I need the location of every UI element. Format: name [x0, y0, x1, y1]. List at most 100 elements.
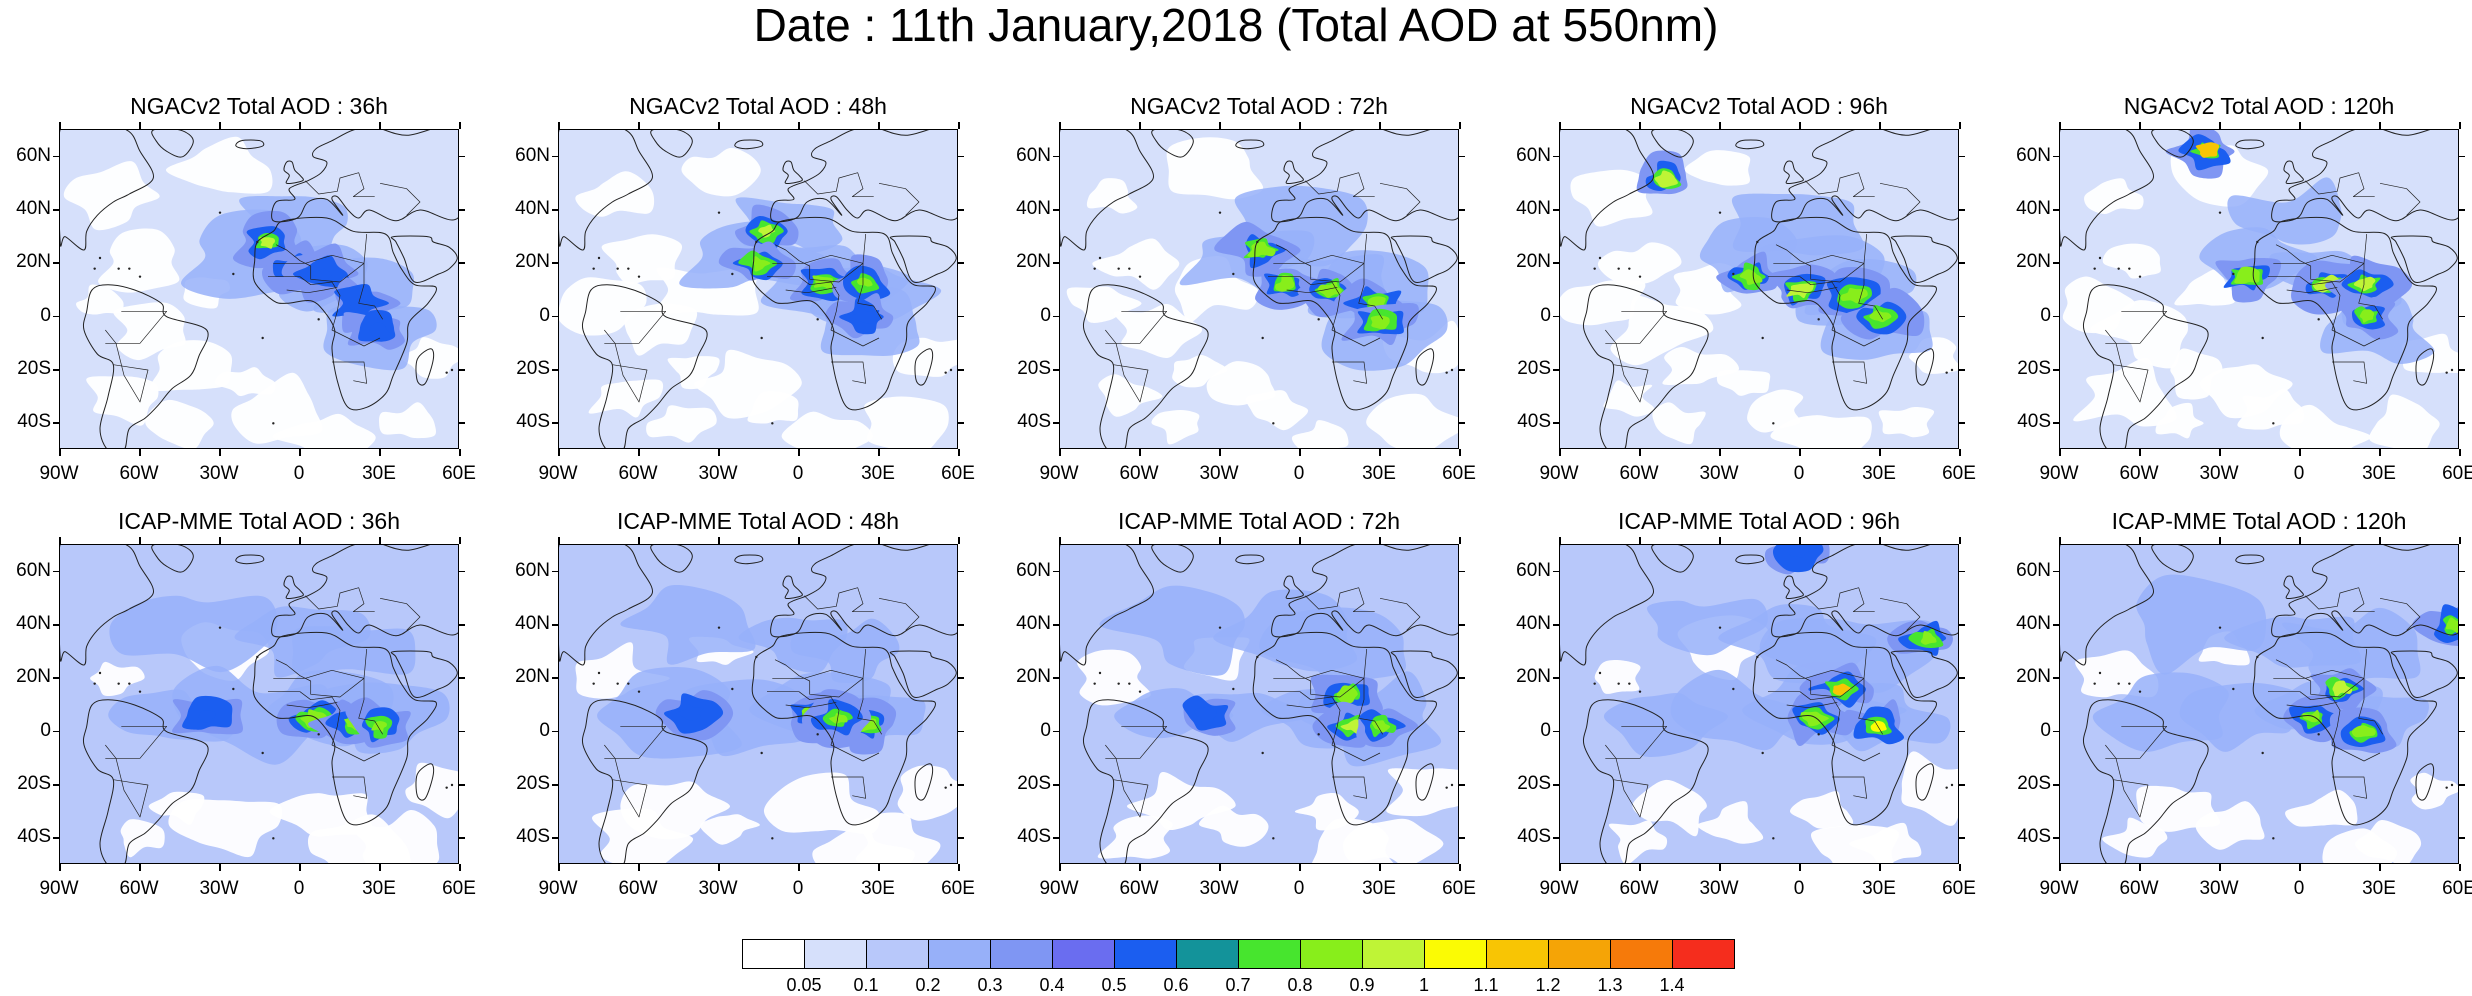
longitude-tick: [878, 537, 880, 544]
country-border: [1786, 286, 1838, 294]
colorbar-cell: [1486, 939, 1549, 969]
latitude-tick: [1459, 262, 1465, 264]
aod-moderate-region: [620, 585, 756, 665]
latitude-tick-label: 20S: [516, 358, 550, 379]
country-border: [785, 701, 837, 709]
longitude-tick-label: 60W: [1119, 878, 1159, 899]
latitude-tick-label: 0: [40, 304, 51, 326]
clean-air-patch: [1206, 361, 1276, 406]
clean-air-patch: [559, 277, 647, 336]
clean-air-patch: [1199, 805, 1269, 847]
aod-hotspot: [812, 275, 835, 290]
latitude-tick: [2053, 155, 2059, 158]
coastline-iceland: [734, 139, 764, 150]
island: [1628, 267, 1631, 270]
country-border: [785, 286, 837, 294]
coastline-south-america: [82, 284, 209, 448]
latitude-tick: [552, 315, 558, 318]
island: [232, 272, 235, 276]
island: [597, 256, 601, 260]
longitude-tick-label: 60E: [2442, 878, 2472, 899]
coastline-iceland: [235, 554, 265, 565]
coastline-africa: [1252, 631, 1437, 826]
longitude-tick: [1219, 864, 1221, 871]
island: [2261, 336, 2264, 340]
latitude-tick-label: 0: [1540, 719, 1551, 741]
clean-air-patch: [1092, 238, 1180, 290]
coastline-arabia: [390, 650, 458, 699]
colorbar-cell: [866, 939, 929, 969]
island: [1638, 690, 1642, 693]
longitude-tick-label: 0: [293, 878, 305, 899]
coastline-uk: [1283, 575, 1304, 599]
country-border: [604, 310, 667, 344]
longitude-tick: [1299, 537, 1301, 544]
panel-title: NGACv2 Total AOD : 36h: [130, 93, 388, 119]
longitude-tick: [2459, 537, 2461, 544]
aod-field-svg: [2060, 545, 2458, 863]
latitude-tick: [552, 837, 558, 839]
island: [232, 687, 235, 691]
country-border: [2305, 172, 2375, 198]
longitude-tick: [379, 864, 381, 871]
latitude-tick: [53, 837, 59, 839]
island: [2445, 786, 2448, 789]
island: [218, 626, 222, 629]
latitude-tick-label: 40S: [1017, 826, 1051, 848]
country-border: [105, 310, 168, 344]
longitude-tick: [1139, 449, 1141, 456]
longitude-tick: [2379, 122, 2381, 129]
panel-title: ICAP-MME Total AOD : 72h: [1117, 508, 1401, 534]
aod-hotspot: [348, 297, 372, 312]
latitude-tick-label: 40S: [516, 826, 550, 848]
longitude-tick: [2059, 537, 2061, 544]
clean-air-patch: [2102, 243, 2161, 279]
longitude-tick: [718, 122, 720, 129]
coastline-layer: [60, 130, 458, 448]
longitude-tick: [2219, 122, 2221, 129]
colorbar-cell: [1238, 939, 1301, 969]
aod-field-svg: [60, 130, 458, 448]
island: [592, 682, 595, 685]
aod-hotspot: [1370, 315, 1390, 330]
island: [1450, 783, 1454, 787]
island: [2232, 272, 2235, 276]
coastline-layer: [2060, 130, 2458, 448]
latitude-tick: [1053, 209, 1059, 211]
clean-air-patch: [307, 814, 411, 863]
island: [1761, 336, 1764, 340]
island: [755, 655, 758, 659]
country-border: [2332, 361, 2368, 384]
longitude-tick-label: 90W: [1039, 878, 1079, 899]
latitude-tick-label: 40S: [1017, 411, 1051, 433]
coastline-uk: [1283, 160, 1304, 184]
longitude-tick-label: 0: [2293, 463, 2305, 484]
aod-map-icap-mme-48h: [558, 544, 958, 864]
country-border: [1273, 233, 1368, 264]
latitude-tick: [2053, 570, 2059, 573]
island: [1093, 267, 1096, 270]
island: [1218, 211, 1222, 214]
coastline-africa: [2252, 216, 2437, 411]
longitude-tick-label: 30E: [1362, 878, 1396, 899]
coastline-greenland: [1151, 545, 1194, 573]
longitude-tick-label: 30E: [362, 463, 396, 484]
island: [272, 422, 275, 425]
longitude-tick-label: 0: [792, 878, 804, 899]
island: [1138, 690, 1142, 693]
country-border: [268, 691, 381, 762]
country-border: [1786, 701, 1838, 709]
longitude-tick-label: 30E: [861, 463, 895, 484]
latitude-tick: [1553, 369, 1559, 371]
latitude-tick: [958, 730, 964, 733]
longitude-tick: [2459, 122, 2461, 129]
island: [944, 371, 947, 374]
country-border: [804, 172, 874, 198]
latitude-tick: [1459, 677, 1465, 679]
coastline-iceland: [2235, 139, 2265, 150]
island: [637, 275, 641, 278]
latitude-tick: [1053, 570, 1059, 573]
aod-hotspot: [1840, 287, 1868, 304]
longitude-tick-label: 30W: [2199, 463, 2239, 484]
coastline-arabia: [390, 235, 458, 284]
